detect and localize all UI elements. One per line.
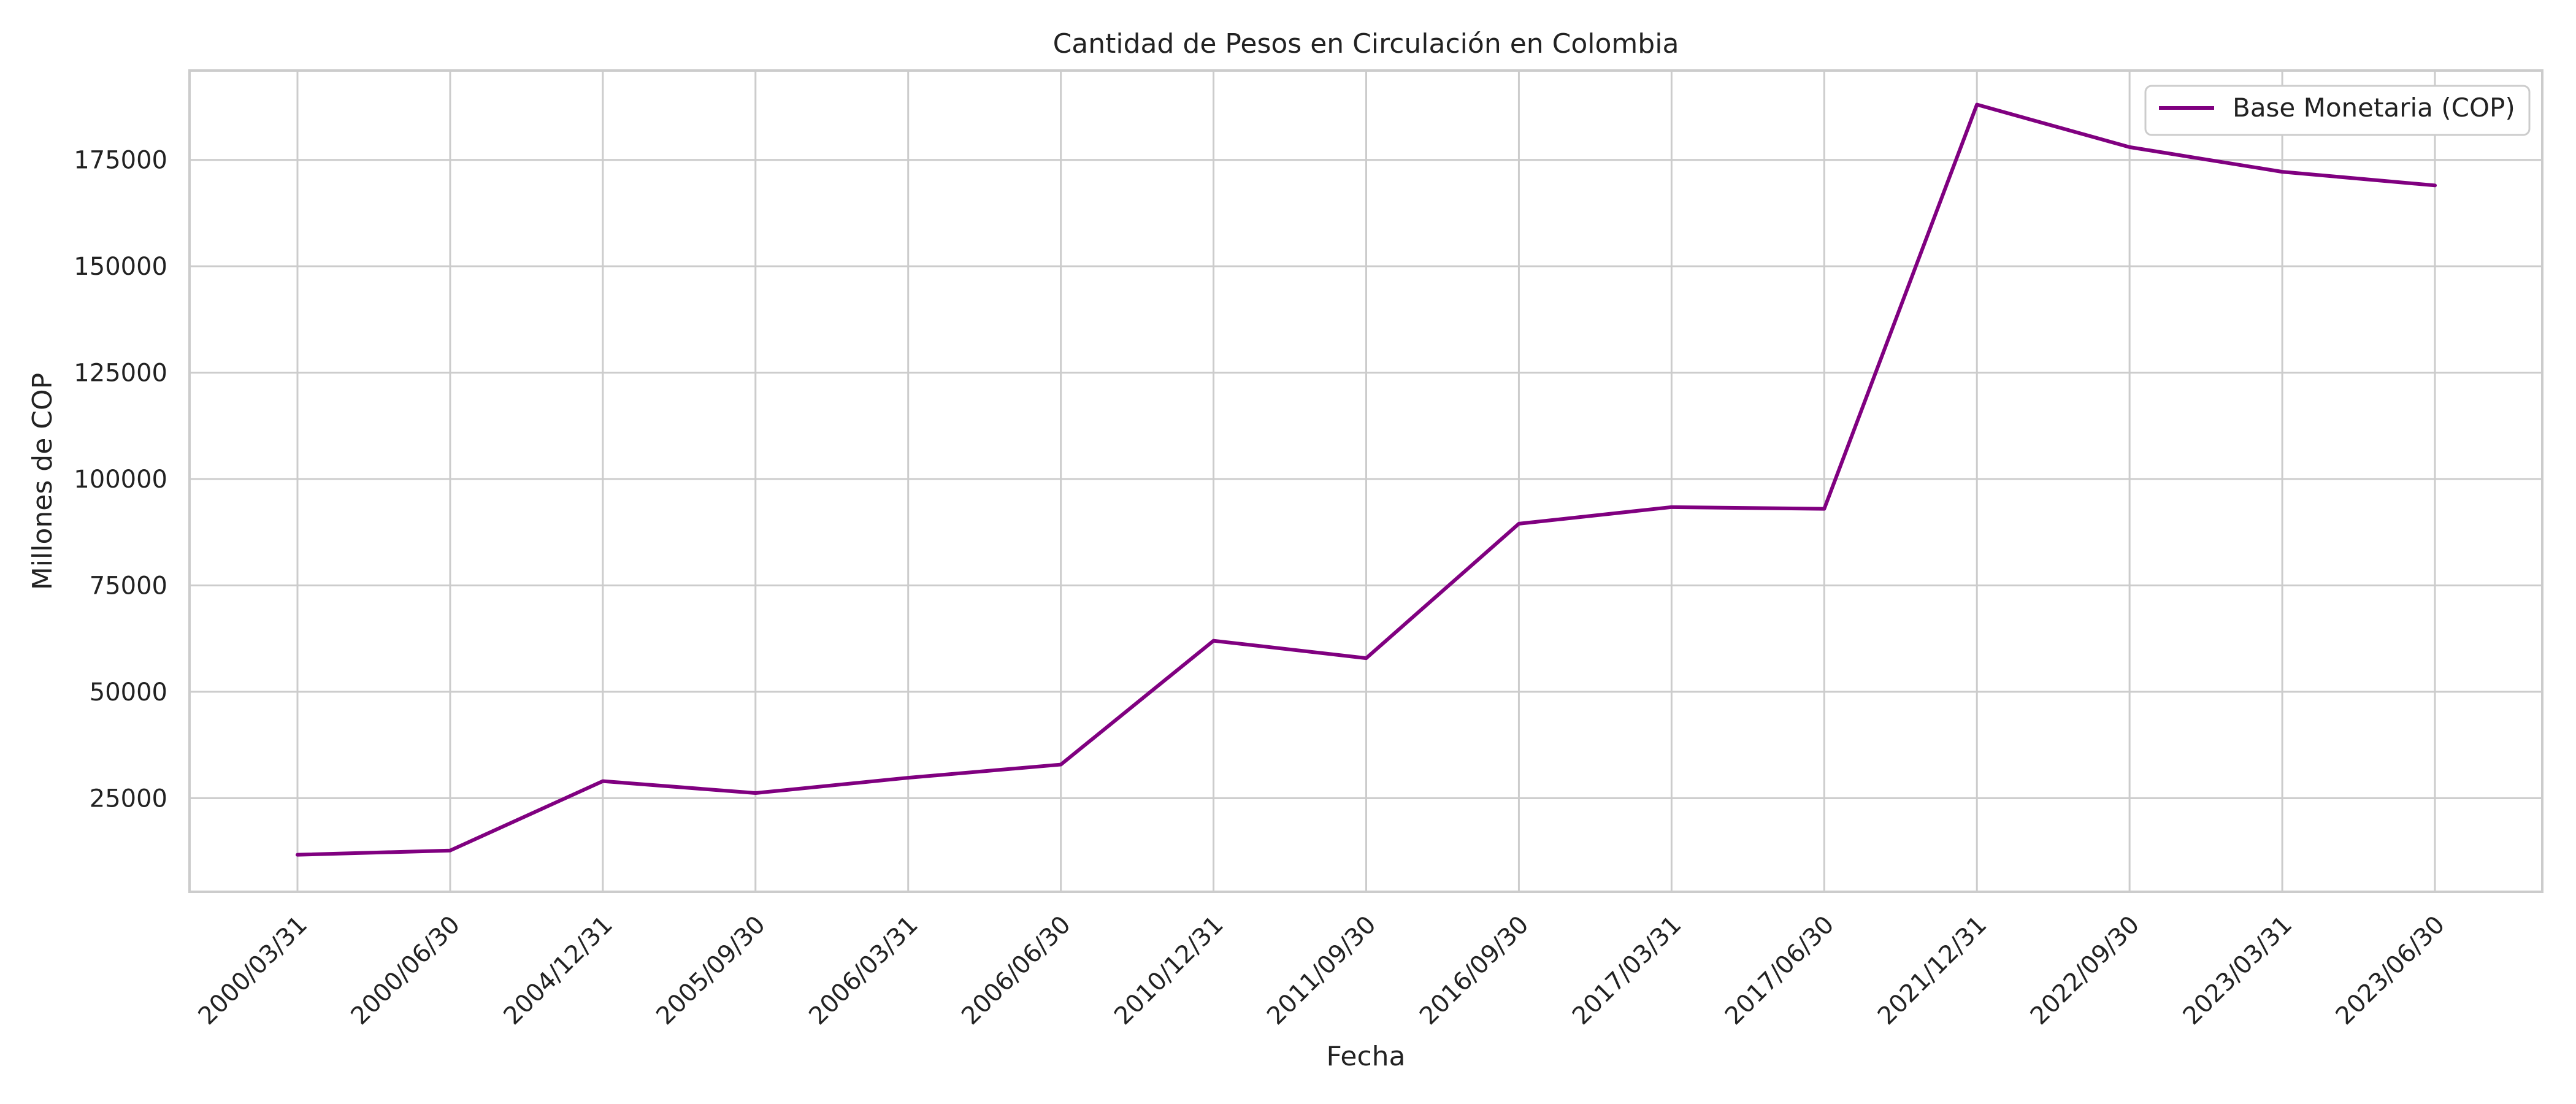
y-tick-label: 125000 [74,359,167,388]
series-layer [296,102,2437,857]
y-axis-ticks: 25000 50000 75000 100000 125000 150000 175000 [74,147,167,813]
y-tick-label: 25000 [90,784,167,813]
legend-label: Base Monetaria (COP) [2233,93,2515,123]
legend: Base Monetaria (COP) [2144,85,2531,136]
plot-frame [188,69,2543,893]
y-tick-label: 150000 [74,253,167,281]
y-tick-label: 175000 [74,147,167,175]
y-axis-title: Millones de COP [27,373,58,590]
grid [190,71,2542,892]
y-tick-label: 100000 [74,466,167,494]
legend-box [2144,85,2531,136]
chart-title: Cantidad de Pesos en Circulación en Colo… [1053,28,1679,59]
x-axis-title: Fecha [1326,1041,1405,1072]
y-tick-label: 75000 [90,572,167,600]
y-tick-label: 50000 [90,678,167,707]
